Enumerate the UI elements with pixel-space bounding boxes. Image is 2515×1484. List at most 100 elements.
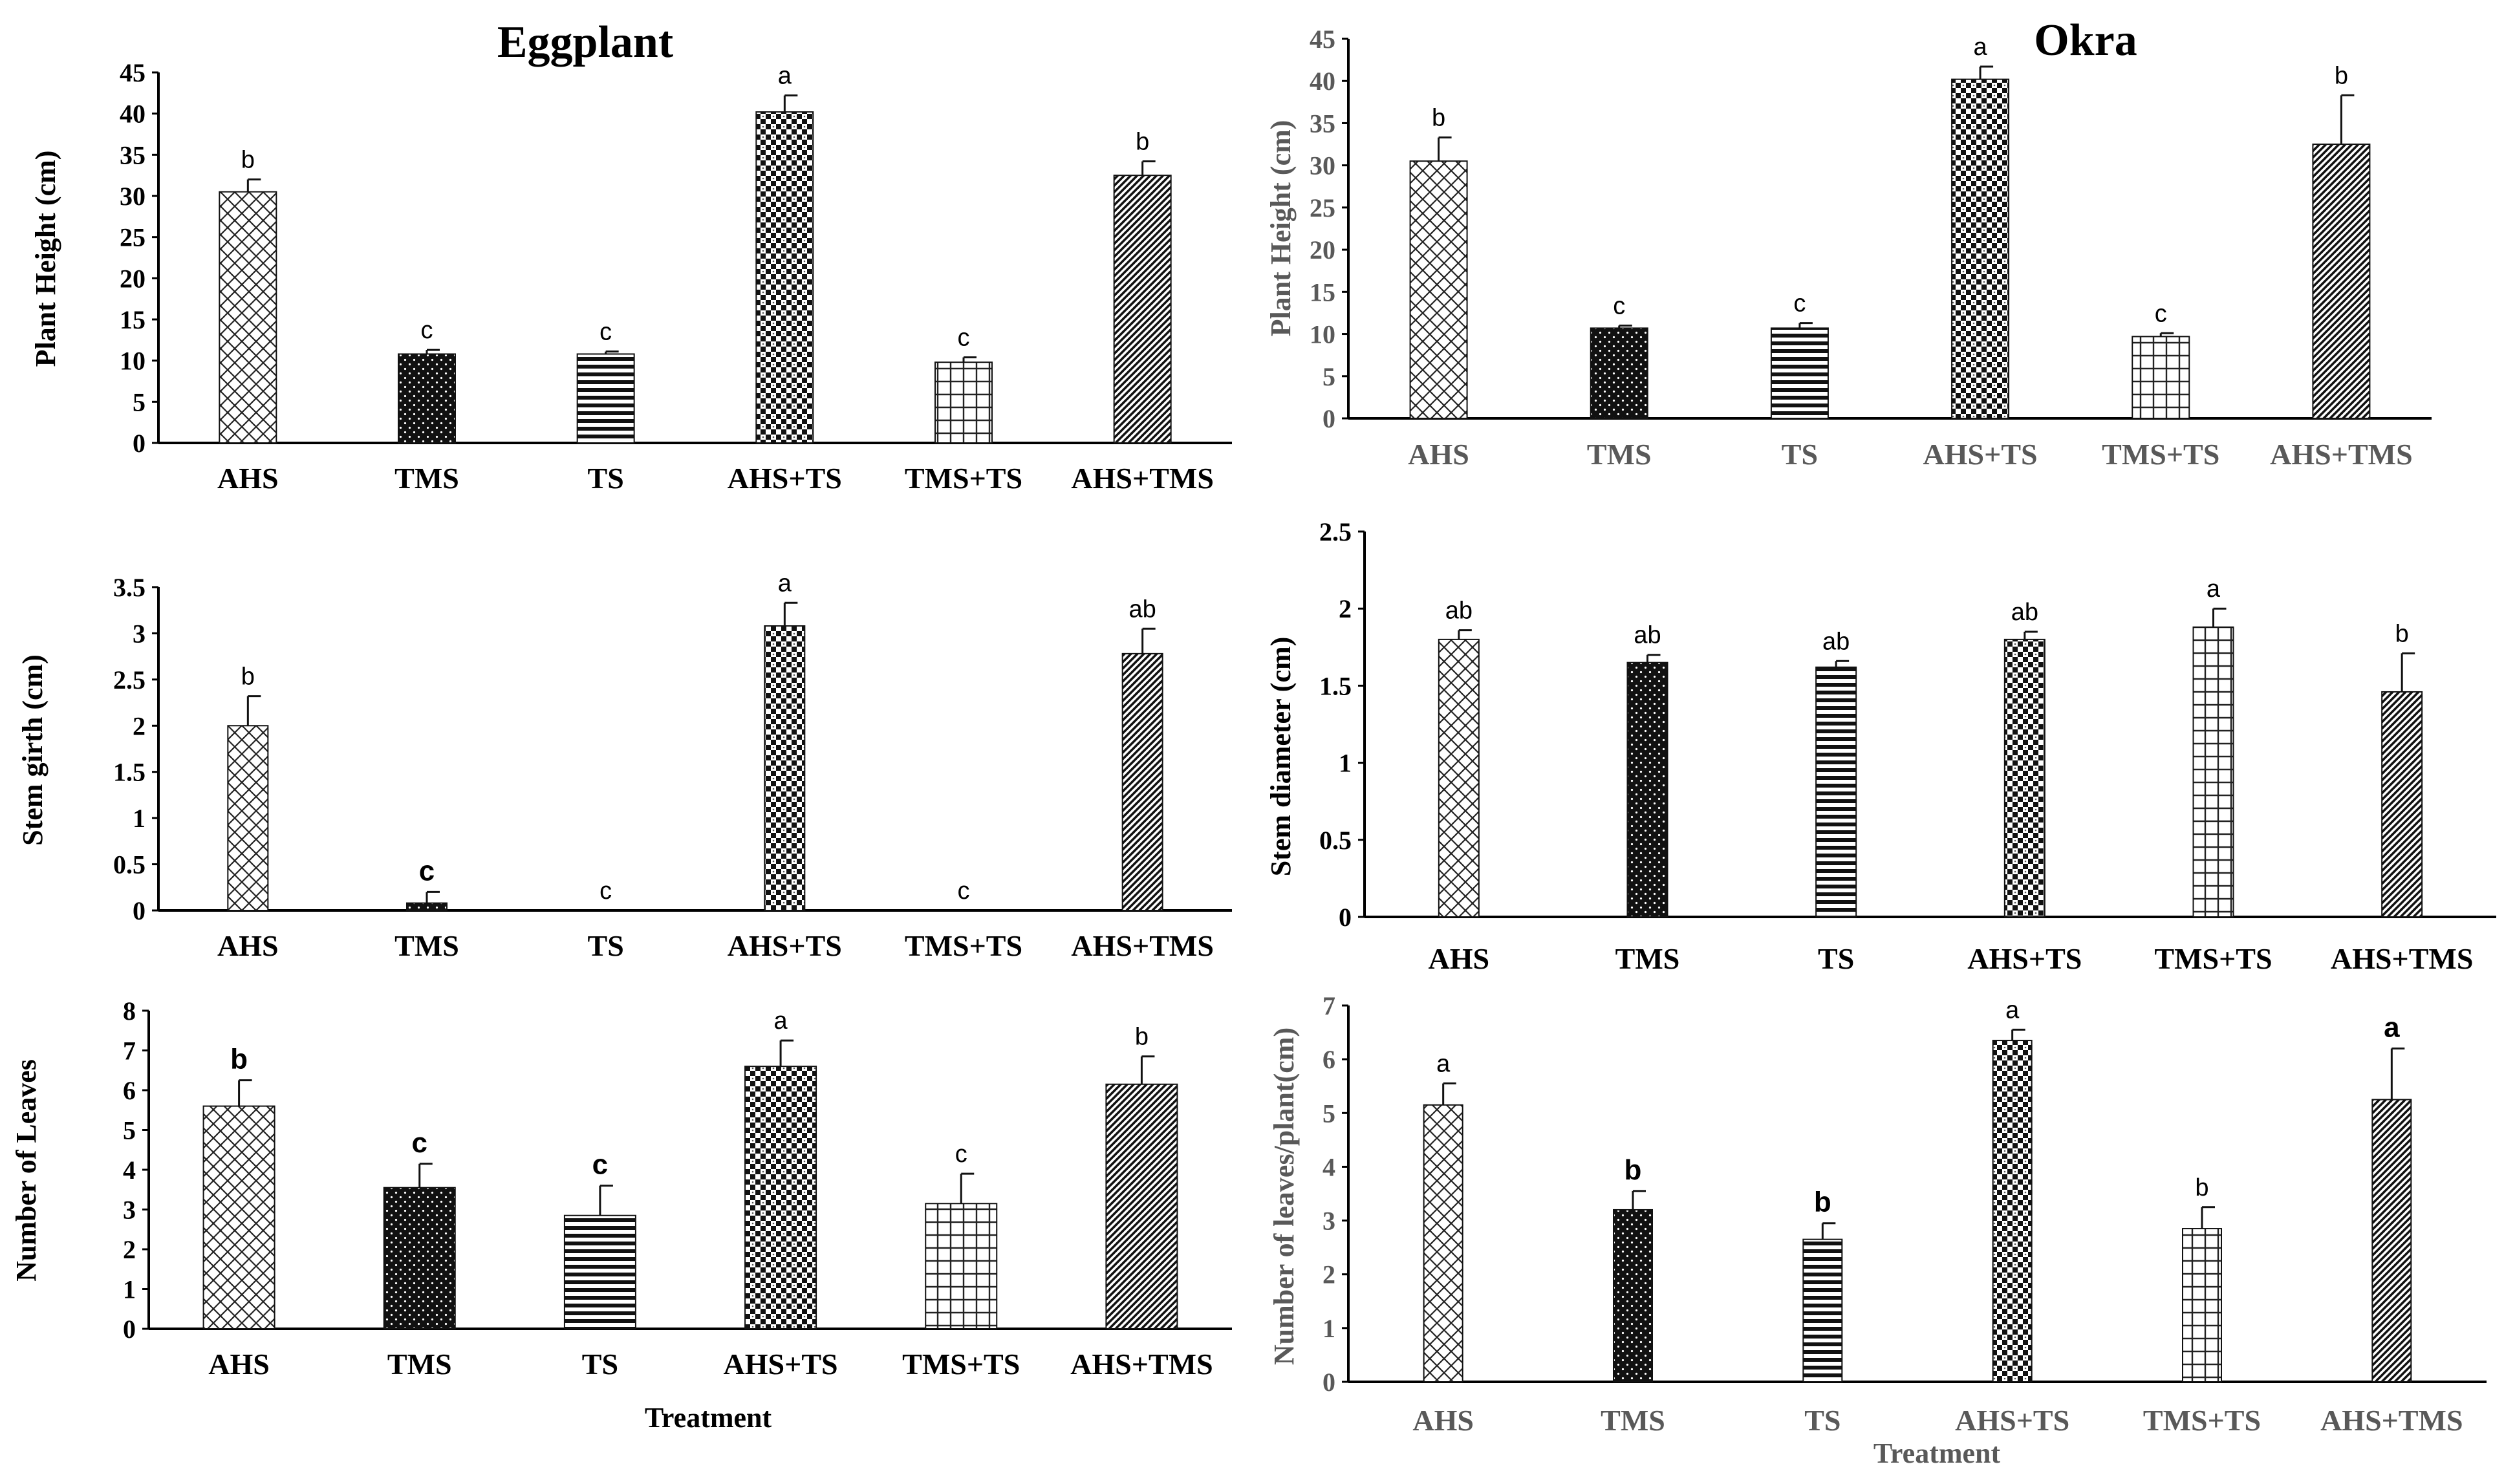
bar-ts <box>1770 327 1829 419</box>
bar-ahs-tms <box>2371 1099 2412 1382</box>
x-category-label: TMS+TS <box>2154 942 2272 975</box>
x-category-label: AHS+TS <box>724 1348 838 1381</box>
y-tick-label: 0 <box>133 429 146 458</box>
bar-tms <box>1613 1209 1653 1382</box>
significance-letter: b <box>2395 620 2409 647</box>
significance-letter: b <box>1432 105 1445 132</box>
significance-letter: b <box>241 147 255 174</box>
significance-letter: a <box>2207 575 2221 603</box>
y-tick-label: 5 <box>1322 1099 1335 1128</box>
x-category-label: AHS+TS <box>728 929 842 962</box>
y-tick-label: 3 <box>123 1196 136 1225</box>
x-category-label: TS <box>1818 942 1854 975</box>
y-tick-label: 20 <box>1310 235 1335 264</box>
bar-tms <box>1626 661 1668 918</box>
y-tick-label: 15 <box>1310 277 1335 306</box>
y-tick-label: 2 <box>133 711 146 740</box>
y-tick-label: 2 <box>1322 1260 1335 1289</box>
y-axis-label: Plant Height (cm) <box>30 151 61 367</box>
x-category-label: TMS+TS <box>2143 1404 2261 1437</box>
x-category-label: AHS+TS <box>1955 1404 2069 1437</box>
bar-ts <box>576 353 635 444</box>
y-tick-label: 6 <box>123 1076 136 1105</box>
x-category-label: TMS <box>1587 438 1652 471</box>
bar-tms-ts <box>925 1203 998 1330</box>
y-axis-label: Stem diameter (cm) <box>1265 637 1297 877</box>
x-category-label: TMS+TS <box>902 1348 1020 1381</box>
significance-letter: c <box>958 325 970 352</box>
significance-letter: a <box>1436 1051 1451 1078</box>
bar-ahs <box>1409 160 1468 419</box>
y-tick-label: 1 <box>1339 749 1352 778</box>
x-category-label: TS <box>588 929 624 962</box>
x-category-label: TS <box>1782 438 1818 471</box>
chart-title: Eggplant <box>497 17 673 67</box>
y-tick-label: 3 <box>133 619 146 648</box>
y-tick-label: 45 <box>1310 25 1335 54</box>
y-tick-label: 7 <box>1322 991 1335 1020</box>
x-category-label: AHS+TS <box>1967 942 2082 975</box>
x-axis-title: Treatment <box>645 1402 772 1434</box>
y-tick-label: 5 <box>123 1116 136 1145</box>
x-category-label: AHS+TMS <box>1070 1348 1213 1381</box>
bar-ahs-tms <box>2381 691 2423 918</box>
significance-letter: b <box>230 1044 248 1075</box>
significance-letter: a <box>778 63 792 90</box>
bar-tms <box>383 1187 456 1330</box>
bar-tms-ts <box>2132 336 2190 419</box>
y-tick-label: 5 <box>133 387 146 416</box>
y-tick-label: 20 <box>120 264 146 293</box>
y-tick-label: 4 <box>123 1156 136 1185</box>
significance-letter: ab <box>1445 597 1473 625</box>
y-tick-label: 0.5 <box>113 850 146 879</box>
significance-letter: b <box>241 663 255 691</box>
significance-letter: b <box>1135 1024 1149 1051</box>
y-tick-label: 1 <box>1322 1314 1335 1343</box>
chart-panel-2: 0 5 10 15 20 25 30 35 40 45 b AHS c TMS c TS a AHS+TS c TMS… <box>1265 16 2432 471</box>
significance-letter: b <box>2335 62 2348 89</box>
y-tick-label: 25 <box>120 223 146 252</box>
significance-letter: c <box>958 877 970 905</box>
significance-letter: c <box>592 1149 608 1181</box>
significance-letter: c <box>1793 290 1806 317</box>
chart-panel-3: 0 0.5 1 1.5 2 2.5 3 3.5 b AHS c TMS c TS a AHS+TS c TMS+T… <box>17 570 1232 962</box>
significance-letter: a <box>2384 1012 2400 1044</box>
y-tick-label: 2.5 <box>113 665 146 694</box>
y-axis-label: Stem girth (cm) <box>17 654 49 846</box>
significance-letter: c <box>419 855 435 887</box>
significance-letter: a <box>2005 996 2020 1024</box>
y-tick-label: 0 <box>123 1315 136 1344</box>
significance-letter: c <box>1613 293 1625 320</box>
significance-letter: a <box>778 570 792 597</box>
bar-ahs <box>219 191 277 444</box>
bar-ahs-ts <box>1992 1040 2033 1382</box>
y-tick-label: 1 <box>133 804 146 833</box>
x-category-label: TS <box>582 1348 618 1381</box>
y-tick-label: 0.5 <box>1319 826 1352 855</box>
significance-letter: a <box>1974 34 1988 61</box>
y-tick-label: 1.5 <box>113 758 146 787</box>
significance-letter: ab <box>1129 596 1156 623</box>
bar-ahs <box>1423 1104 1463 1383</box>
y-tick-label: 2.5 <box>1319 517 1352 546</box>
x-category-label: AHS <box>208 1348 270 1381</box>
y-tick-label: 8 <box>123 996 136 1026</box>
bar-ahs-ts <box>1951 78 2010 419</box>
x-category-label: TS <box>1804 1404 1840 1437</box>
y-tick-label: 25 <box>1310 193 1335 222</box>
x-category-label: TMS+TS <box>905 462 1022 495</box>
y-tick-label: 45 <box>120 58 146 87</box>
y-tick-label: 35 <box>120 140 146 169</box>
y-tick-label: 1 <box>123 1275 136 1304</box>
chart-title: Okra <box>2034 16 2137 65</box>
significance-letter: c <box>955 1141 967 1168</box>
bar-ahs-tms <box>1113 175 1172 444</box>
x-category-label: AHS+TMS <box>2331 942 2473 975</box>
x-category-label: AHS <box>217 929 279 962</box>
y-axis-label: Number of leaves/plant(cm) <box>1268 1027 1300 1365</box>
x-category-label: AHS+TS <box>728 462 842 495</box>
significance-letter: c <box>599 319 612 346</box>
bar-ahs-ts <box>755 111 814 444</box>
significance-letter: c <box>412 1127 427 1159</box>
x-category-label: TMS <box>1615 942 1680 975</box>
